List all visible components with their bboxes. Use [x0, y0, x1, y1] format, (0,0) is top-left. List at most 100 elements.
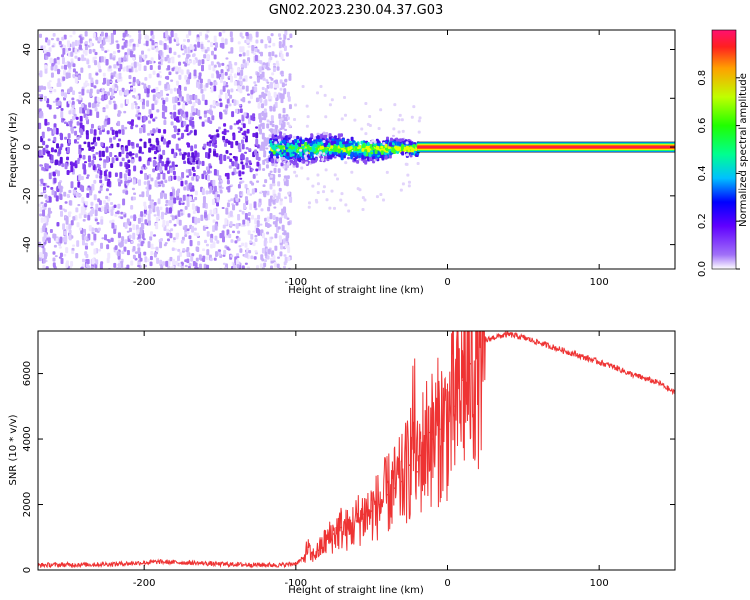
- spectrogram-cell: [46, 121, 50, 126]
- spectrogram-cell: [198, 254, 202, 260]
- spectrogram-cell: [82, 50, 86, 54]
- spectrogram-cell: [178, 263, 182, 266]
- spectrogram-cell: [210, 243, 214, 249]
- spectrogram-cell: [245, 157, 249, 163]
- spectrogram-cell: [157, 65, 161, 70]
- spectrogram-cell: [155, 137, 159, 143]
- spectrogram-cell: [105, 104, 109, 109]
- spectrogram-cell: [252, 113, 256, 118]
- spectrogram-cell: [201, 59, 205, 65]
- spectrogram-cell: [283, 175, 287, 179]
- spectrogram-cell: [106, 79, 110, 86]
- spectrogram-cell: [151, 103, 155, 111]
- spectrogram-cell: [241, 180, 245, 183]
- spectrogram-cell: [170, 79, 174, 82]
- spectrogram-cell: [140, 50, 144, 55]
- spectrogram-cell: [344, 203, 348, 207]
- spectrogram-cell: [191, 216, 195, 224]
- spectrogram-cell: [84, 161, 88, 164]
- spectrogram-cell: [340, 147, 344, 150]
- spectrogram-cell: [42, 147, 46, 153]
- spectrogram-cell: [254, 84, 258, 87]
- spectrogram-cell: [282, 160, 286, 163]
- spectrogram-cell: [80, 176, 84, 181]
- spectrogram-cell: [299, 151, 303, 157]
- spectrogram-cell: [247, 117, 251, 125]
- spectrogram-cell: [68, 223, 72, 230]
- spectrogram-cell: [59, 156, 63, 164]
- spectrogram-cell: [126, 250, 130, 256]
- spectrogram-cell: [125, 89, 129, 96]
- spectrogram-cell: [168, 176, 172, 182]
- spectrogram-cell: [213, 169, 217, 176]
- spectrogram-cell: [126, 180, 130, 184]
- snr-point: [522, 336, 525, 339]
- spectrogram-cell: [204, 224, 208, 228]
- spectrogram-cell: [283, 230, 287, 236]
- spectrogram-cell: [177, 54, 181, 58]
- spectrogram-cell: [247, 266, 251, 269]
- spectrogram-cell: [135, 143, 139, 148]
- spectrogram-cell: [306, 177, 310, 181]
- spectrogram-cell: [72, 30, 76, 35]
- spectrogram-cell: [56, 97, 60, 101]
- spectrogram-cell: [324, 134, 328, 138]
- spectrogram-cell: [230, 47, 234, 54]
- snr-point: [97, 563, 100, 566]
- spectrogram-cell: [110, 201, 114, 206]
- spectrogram-cell: [238, 53, 242, 57]
- spectrogram-cell: [299, 138, 303, 142]
- spectrogram-cell: [129, 38, 133, 43]
- spectrogram-cell: [226, 98, 230, 104]
- spectrogram-cell: [251, 44, 255, 52]
- snr-frame: [37, 330, 676, 571]
- spectrogram-cell: [272, 150, 276, 155]
- spectrogram-cell: [66, 193, 70, 198]
- spectrogram-cell: [401, 151, 405, 156]
- spectrogram-cell: [301, 85, 305, 89]
- spectrogram-cell: [107, 35, 111, 43]
- spectrogram-cell: [99, 263, 103, 269]
- spectrogram-cell: [84, 236, 88, 241]
- snr-xtick-label: 0: [444, 578, 450, 589]
- spectrogram-cell: [173, 152, 177, 159]
- spectrogram-cell: [101, 125, 105, 130]
- spectrogram-cell: [391, 134, 395, 137]
- spectrogram-cell: [404, 162, 408, 166]
- spectrogram-cell: [312, 136, 316, 140]
- spectrogram-cell: [399, 188, 403, 192]
- spectrogram-cell: [87, 155, 91, 163]
- spectrogram-cell: [93, 248, 97, 255]
- spectrogram-cell: [270, 174, 274, 178]
- spectrogram-cell: [179, 197, 183, 202]
- spectrogram-cell: [62, 47, 66, 55]
- spectrogram-cell: [134, 69, 138, 73]
- spectrogram-cell: [137, 217, 141, 224]
- spectrogram-cell: [98, 207, 102, 212]
- spectrogram-cell: [52, 32, 56, 37]
- spectrogram-cell: [170, 200, 174, 206]
- spectrogram-cell: [288, 75, 292, 81]
- spectrogram-cell: [177, 175, 181, 182]
- snr-xlabel: Height of straight line (km): [288, 585, 424, 596]
- spectrogram-cell: [115, 73, 119, 79]
- spectrogram-cell: [162, 149, 166, 156]
- spectrogram-cell: [263, 159, 267, 162]
- spectrogram-cell: [173, 111, 177, 119]
- spectrogram-cell: [72, 63, 76, 68]
- spectrogram-cell: [53, 177, 57, 184]
- spectrogram-cell: [130, 205, 134, 210]
- spectrogram-cell: [391, 146, 395, 150]
- spectrogram-cell: [99, 186, 103, 192]
- spectrogram-cell: [110, 163, 114, 169]
- spectrogram-cell: [276, 263, 280, 268]
- spectrogram-cell: [148, 138, 152, 144]
- spectrogram-cell: [106, 91, 110, 96]
- spectrogram-cell: [83, 214, 87, 218]
- spectrogram-cell: [92, 32, 96, 39]
- spectrogram-cell: [157, 198, 161, 205]
- spectrogram-cell: [151, 247, 155, 250]
- spectrogram-cell: [113, 228, 117, 235]
- spectrogram-cell: [275, 60, 279, 65]
- spectrogram-cell: [75, 116, 79, 120]
